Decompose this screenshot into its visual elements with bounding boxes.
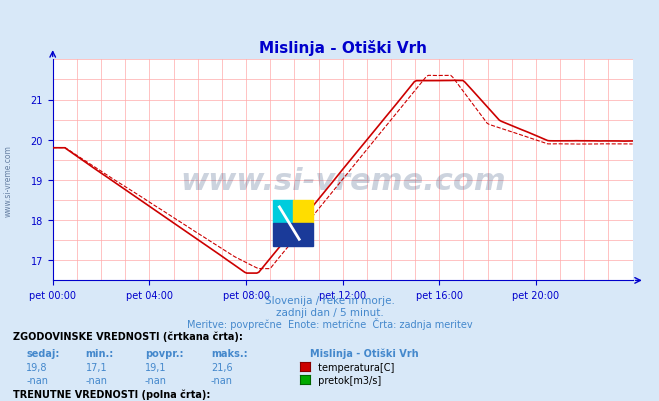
Text: -nan: -nan: [145, 375, 167, 385]
Title: Mislinja - Otiški Vrh: Mislinja - Otiški Vrh: [259, 40, 426, 56]
Text: www.si-vreme.com: www.si-vreme.com: [3, 145, 13, 216]
Text: ZGODOVINSKE VREDNOSTI (črtkana črta):: ZGODOVINSKE VREDNOSTI (črtkana črta):: [13, 330, 243, 341]
Text: temperatura[C]: temperatura[C]: [315, 362, 394, 372]
Text: min.:: min.:: [86, 348, 114, 358]
Text: Meritve: povprečne  Enote: metrične  Črta: zadnja meritev: Meritve: povprečne Enote: metrične Črta:…: [186, 317, 473, 329]
Text: TRENUTNE VREDNOSTI (polna črta):: TRENUTNE VREDNOSTI (polna črta):: [13, 388, 211, 399]
Text: pretok[m3/s]: pretok[m3/s]: [315, 375, 382, 385]
Text: www.si-vreme.com: www.si-vreme.com: [180, 167, 505, 196]
Text: zadnji dan / 5 minut.: zadnji dan / 5 minut.: [275, 307, 384, 317]
Text: povpr.:: povpr.:: [145, 348, 183, 358]
Text: 19,8: 19,8: [26, 362, 48, 372]
Text: 17,1: 17,1: [86, 362, 107, 372]
Text: -nan: -nan: [26, 375, 48, 385]
Text: Mislinja - Otiški Vrh: Mislinja - Otiški Vrh: [310, 347, 418, 358]
Text: maks.:: maks.:: [211, 348, 248, 358]
Text: -nan: -nan: [211, 375, 233, 385]
Text: -nan: -nan: [86, 375, 107, 385]
Text: 19,1: 19,1: [145, 362, 167, 372]
Text: sedaj:: sedaj:: [26, 348, 60, 358]
Text: 21,6: 21,6: [211, 362, 233, 372]
Text: Slovenija / reke in morje.: Slovenija / reke in morje.: [264, 295, 395, 305]
